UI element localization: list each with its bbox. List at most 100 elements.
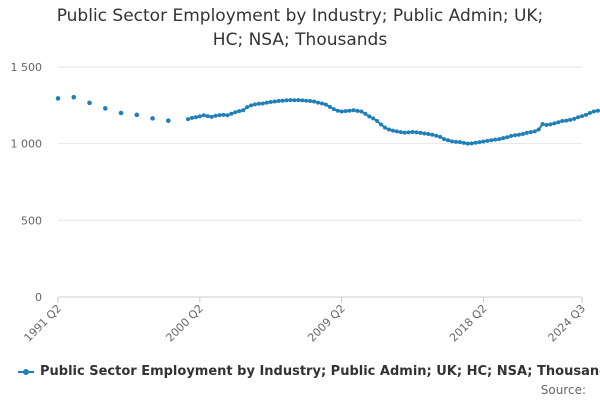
x-tick-label: 2024 Q3 bbox=[546, 302, 589, 345]
data-point bbox=[481, 139, 486, 144]
data-point bbox=[312, 99, 317, 104]
data-point bbox=[548, 122, 553, 127]
data-point bbox=[359, 109, 364, 114]
data-point bbox=[493, 137, 498, 142]
data-point bbox=[197, 114, 202, 119]
data-point bbox=[473, 140, 478, 145]
data-point bbox=[572, 116, 577, 121]
data-point bbox=[544, 122, 549, 127]
data-point bbox=[497, 137, 502, 142]
data-point bbox=[383, 125, 388, 130]
data-point bbox=[414, 130, 419, 135]
data-point bbox=[516, 132, 521, 137]
data-point bbox=[260, 101, 265, 106]
data-point bbox=[552, 121, 557, 126]
data-point bbox=[292, 98, 297, 103]
data-point bbox=[225, 113, 230, 118]
data-point bbox=[233, 110, 238, 115]
x-tick-label: 1991 Q2 bbox=[22, 302, 65, 345]
chart-title-line-2: HC; NSA; Thousands bbox=[212, 30, 388, 50]
data-point bbox=[189, 115, 194, 120]
data-point bbox=[304, 98, 309, 103]
legend[interactable]: Public Sector Employment by Industry; Pu… bbox=[18, 364, 600, 379]
data-point bbox=[280, 98, 285, 103]
data-point bbox=[205, 114, 210, 119]
data-point bbox=[438, 134, 443, 139]
data-point bbox=[355, 108, 360, 113]
data-point bbox=[213, 113, 218, 118]
data-point bbox=[449, 139, 454, 144]
data-point bbox=[536, 127, 541, 132]
data-point bbox=[351, 108, 356, 113]
y-tick-label: 0 bbox=[35, 291, 42, 304]
data-point bbox=[268, 99, 273, 104]
data-point bbox=[186, 117, 191, 122]
data-point bbox=[245, 105, 250, 110]
data-point bbox=[284, 98, 289, 103]
data-point bbox=[272, 99, 277, 104]
y-tick-label: 1 000 bbox=[11, 138, 43, 151]
data-point bbox=[237, 109, 242, 114]
y-tick-label: 1 500 bbox=[11, 61, 43, 74]
data-point bbox=[241, 108, 246, 113]
data-point bbox=[583, 112, 588, 117]
data-point bbox=[276, 99, 281, 104]
data-point bbox=[434, 133, 439, 138]
data-point bbox=[446, 138, 451, 143]
data-point bbox=[308, 99, 313, 104]
data-point bbox=[347, 108, 352, 113]
x-tick-label: 2000 Q2 bbox=[163, 302, 206, 345]
data-point bbox=[442, 137, 447, 142]
data-point bbox=[591, 109, 596, 114]
data-point bbox=[406, 130, 411, 135]
data-point bbox=[410, 130, 415, 135]
data-point bbox=[55, 96, 61, 101]
data-point bbox=[363, 111, 368, 116]
data-point bbox=[118, 110, 124, 116]
data-point bbox=[560, 118, 565, 123]
data-point bbox=[102, 106, 108, 111]
data-point bbox=[300, 98, 305, 103]
data-point bbox=[528, 130, 533, 135]
chart-title: Public Sector Employment by Industry; Pu… bbox=[0, 4, 600, 52]
data-point bbox=[323, 102, 328, 107]
data-point bbox=[457, 140, 462, 145]
data-point bbox=[576, 115, 581, 120]
data-point bbox=[193, 115, 198, 120]
data-point bbox=[209, 114, 214, 119]
data-point bbox=[426, 132, 431, 137]
data-point bbox=[513, 133, 518, 138]
data-point bbox=[556, 120, 561, 125]
data-point bbox=[379, 122, 384, 127]
data-point bbox=[394, 129, 399, 134]
data-point bbox=[71, 94, 77, 100]
data-point bbox=[343, 109, 348, 114]
data-point bbox=[461, 140, 466, 145]
data-point bbox=[166, 118, 171, 123]
data-point bbox=[134, 112, 140, 118]
data-point bbox=[375, 118, 380, 123]
data-point bbox=[568, 117, 573, 122]
data-point bbox=[524, 130, 529, 135]
data-point bbox=[453, 139, 458, 144]
legend-swatch bbox=[18, 368, 34, 375]
data-point bbox=[87, 100, 92, 106]
data-point bbox=[316, 100, 321, 105]
data-point bbox=[296, 98, 301, 103]
x-tick-label: 2009 Q2 bbox=[305, 302, 348, 345]
data-point bbox=[367, 114, 372, 119]
data-point bbox=[264, 100, 269, 105]
data-point bbox=[319, 101, 324, 106]
y-tick-label: 500 bbox=[21, 214, 42, 227]
data-point bbox=[386, 127, 391, 132]
data-point bbox=[201, 113, 206, 118]
data-point bbox=[288, 98, 293, 103]
data-point bbox=[520, 132, 525, 137]
data-point bbox=[339, 109, 344, 114]
data-point bbox=[418, 130, 423, 135]
legend-label: Public Sector Employment by Industry; Pu… bbox=[40, 364, 600, 379]
x-tick-label: 2018 Q2 bbox=[447, 302, 490, 345]
data-point bbox=[485, 138, 490, 143]
data-point bbox=[402, 130, 407, 135]
